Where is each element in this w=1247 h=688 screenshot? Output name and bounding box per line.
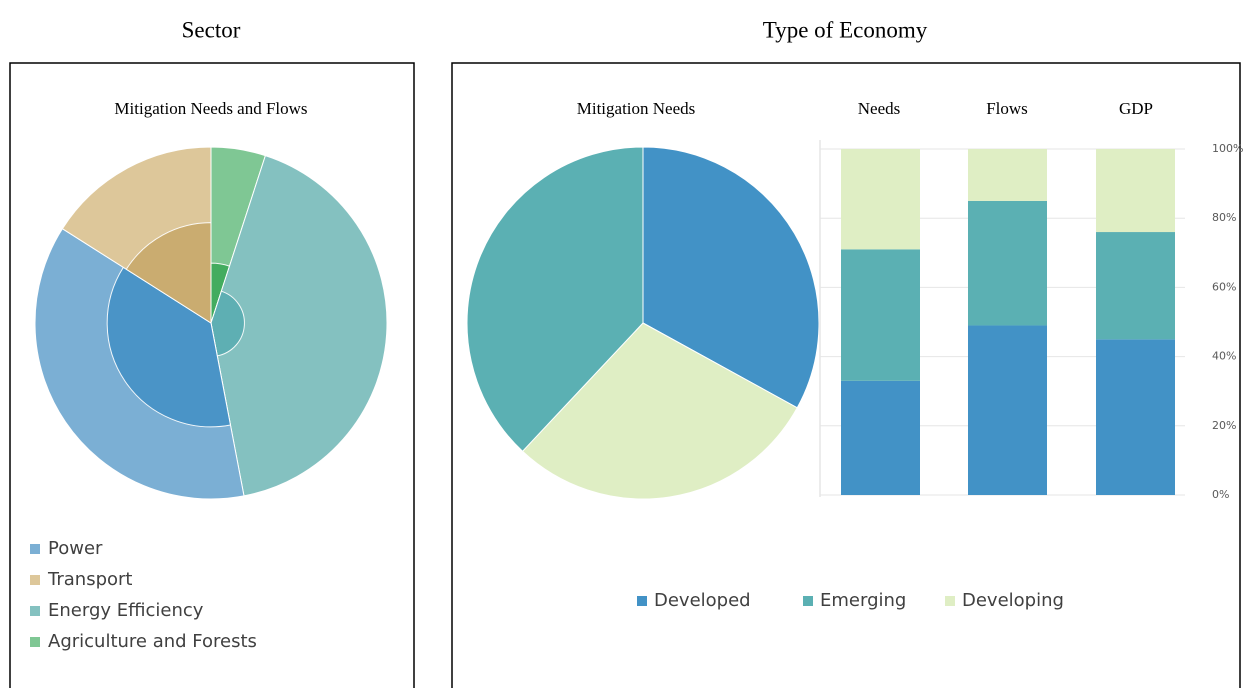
legend-label: Developed <box>654 590 751 611</box>
legend-label: Agriculture and Forests <box>48 631 257 652</box>
bar-segment <box>1096 232 1175 340</box>
bar-title: Flows <box>986 99 1028 118</box>
inner-slice <box>210 290 245 357</box>
chart-title: Mitigation Needs and Flows <box>114 99 307 118</box>
bar-segment <box>1096 339 1175 495</box>
legend-label: Developing <box>962 590 1064 611</box>
outer-slice <box>210 154 388 497</box>
y-tick-label: 80% <box>1212 211 1236 224</box>
y-tick-label: 0% <box>1212 488 1229 501</box>
legend-swatch <box>945 596 955 606</box>
pie-slice <box>642 146 820 409</box>
y-tick-label: 100% <box>1212 142 1243 155</box>
bar-segment <box>968 149 1047 201</box>
legend-swatch <box>803 596 813 606</box>
panel-heading: Type of Economy <box>763 17 928 42</box>
legend-swatch <box>30 637 40 647</box>
chart-title: Mitigation Needs <box>577 99 696 118</box>
legend-swatch <box>30 575 40 585</box>
inner-slice <box>106 266 232 428</box>
panel-heading: Sector <box>182 17 241 42</box>
bar-title: GDP <box>1119 99 1153 118</box>
legend-label: Energy Efficiency <box>48 600 204 621</box>
legend-label: Transport <box>47 569 132 590</box>
legend-swatch <box>30 606 40 616</box>
bar-segment <box>841 249 920 381</box>
bar-title: Needs <box>858 99 900 118</box>
pie-slice <box>466 146 644 453</box>
y-tick-label: 40% <box>1212 350 1236 363</box>
economy-panel <box>451 62 1241 688</box>
bar-segment <box>1096 149 1175 233</box>
bar-segment <box>841 149 920 250</box>
legend-label: Power <box>48 538 103 559</box>
bar-segment <box>968 200 1047 326</box>
pie-slice <box>521 322 798 500</box>
legend-label: Emerging <box>820 590 906 611</box>
y-tick-label: 60% <box>1212 280 1236 293</box>
y-tick-label: 20% <box>1212 419 1236 432</box>
legend-swatch <box>30 544 40 554</box>
bar-segment <box>968 325 1047 495</box>
bar-segment <box>841 380 920 495</box>
sector-panel <box>9 62 415 688</box>
inner-slice <box>125 222 212 324</box>
legend-swatch <box>637 596 647 606</box>
